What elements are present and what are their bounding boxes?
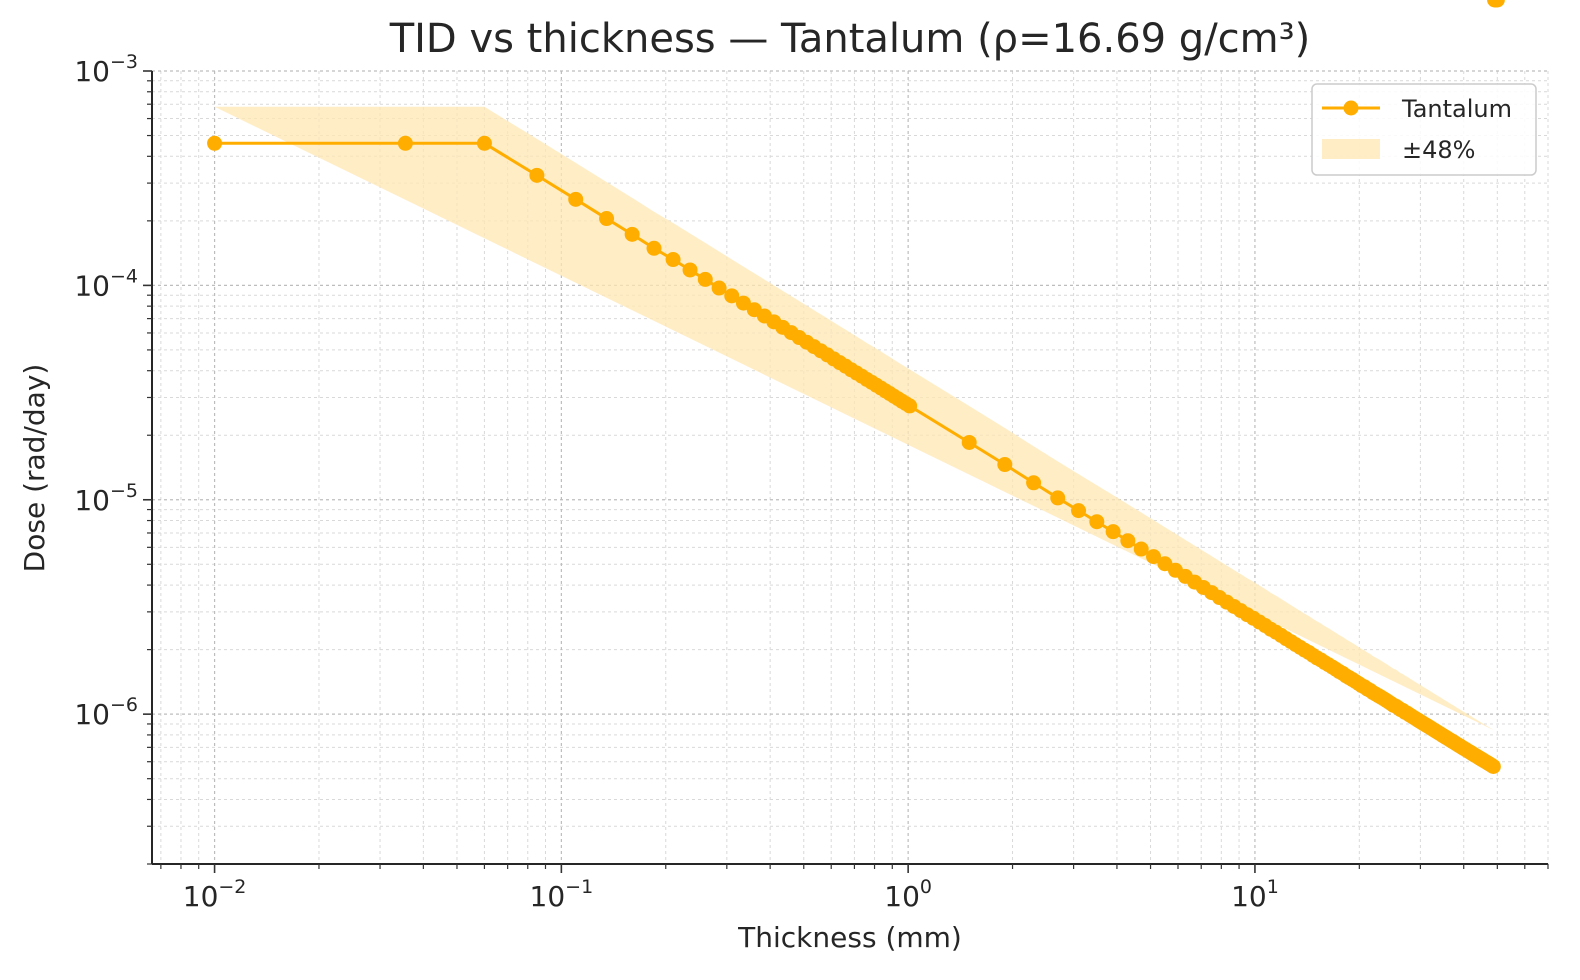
legend-series-label: Tantalum [1401, 95, 1512, 123]
y-axis-ticks: 10−310−410−510−6 [74, 51, 152, 865]
x-axis-ticks: 10−2 10−1 100 101 [160, 864, 1549, 913]
data-point [1026, 475, 1042, 491]
x-tick-label-exponent: −2 [218, 876, 246, 898]
x-tick-label-exponent: 1 [1267, 876, 1279, 898]
data-point [529, 167, 545, 183]
x-tick-label: 10−2 [183, 876, 247, 913]
y-tick-label: 10−6 [74, 694, 138, 731]
y-tick-label-exponent: −3 [110, 51, 138, 73]
data-point [1105, 524, 1121, 540]
data-point [1050, 490, 1066, 506]
data-point [646, 240, 662, 256]
data-point [682, 262, 698, 278]
x-tick-label-base: 10 [884, 880, 920, 913]
y-tick-label-base: 10 [74, 484, 110, 517]
data-point [902, 398, 918, 414]
x-tick-label-exponent: 0 [920, 876, 932, 898]
x-tick-label-base: 10 [1231, 880, 1267, 913]
x-tick-label-base: 10 [183, 880, 219, 913]
x-tick-label: 10−1 [530, 876, 594, 913]
data-point [207, 135, 223, 151]
series-points-layer [207, 0, 1505, 774]
y-tick-label: 10−4 [74, 265, 138, 302]
y-tick-label-exponent: −5 [110, 480, 138, 502]
data-point [697, 271, 713, 287]
data-point [711, 280, 727, 296]
legend-band-swatch [1322, 139, 1380, 159]
x-tick-label-exponent: −1 [565, 876, 593, 898]
data-point [599, 211, 615, 227]
legend: Tantalum ±48% [1311, 83, 1537, 176]
legend-band-label: ±48% [1402, 136, 1475, 164]
data-point [665, 252, 681, 268]
data-point [1133, 541, 1149, 557]
data-point [1485, 758, 1501, 774]
y-tick-label-base: 10 [74, 698, 110, 731]
y-tick-label: 10−3 [74, 51, 138, 88]
legend-marker-swatch [1343, 100, 1359, 116]
data-point [997, 457, 1013, 473]
chart-title: TID vs thickness — Tantalum (ρ=16.69 g/c… [389, 16, 1311, 62]
data-point [735, 295, 751, 311]
data-point [961, 434, 977, 450]
data-point [1089, 514, 1105, 530]
axes [151, 71, 1548, 865]
y-axis-label: Dose (rad/day) [18, 364, 51, 573]
data-point [568, 191, 584, 207]
x-tick-label: 101 [1231, 876, 1279, 913]
data-point [476, 135, 492, 151]
y-tick-label-base: 10 [74, 269, 110, 302]
y-tick-label-exponent: −4 [110, 265, 138, 287]
data-point [397, 135, 413, 151]
data-point [624, 226, 640, 242]
data-point [1489, 0, 1505, 8]
x-tick-label-base: 10 [530, 880, 566, 913]
data-point [724, 288, 740, 304]
data-point [1146, 549, 1162, 565]
y-tick-label-base: 10 [74, 55, 110, 88]
y-tick-label-exponent: −6 [110, 694, 138, 716]
data-point [1071, 503, 1087, 519]
x-tick-label: 100 [884, 876, 932, 913]
x-axis-label: Thickness (mm) [737, 921, 962, 954]
y-tick-label: 10−5 [74, 480, 138, 517]
data-point [1120, 533, 1136, 549]
